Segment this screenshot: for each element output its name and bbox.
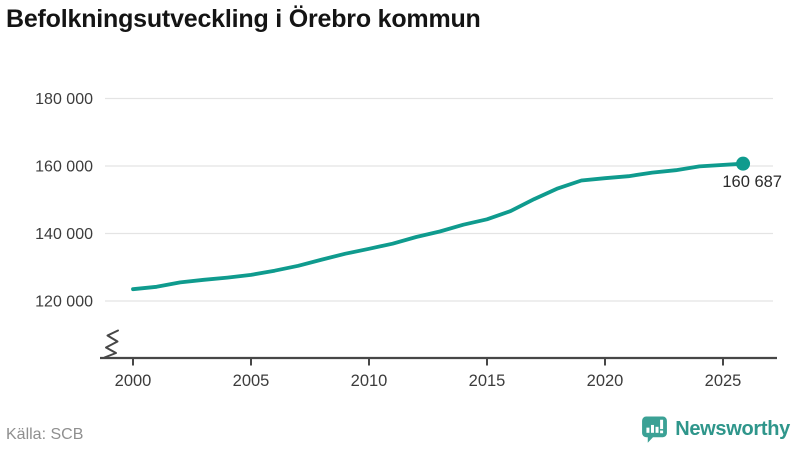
y-axis-tick-label: 140 000 [35,226,93,243]
x-axis-tick-label: 2000 [115,372,152,390]
population-series-line [131,161,745,292]
x-axis-tick-label: 2015 [469,372,506,390]
chart-title: Befolkningsutveckling i Örebro kommun [6,5,481,33]
source-note: Källa: SCB [6,426,84,443]
x-axis-tick-label: 2025 [705,372,742,390]
x-axis-tick-label: 2010 [351,372,388,390]
newsworthy-wordmark: Newsworthy [675,418,790,440]
y-axis-tick-label: 180 000 [35,91,93,108]
x-axis-tick-label: 2005 [233,372,270,390]
x-axis-tick-label: 2020 [587,372,624,390]
y-axis-tick-label: 160 000 [35,159,93,176]
latest-value-dot [736,156,751,171]
axis-break-icon [103,329,119,359]
bar-chart-glyph [646,419,664,434]
y-axis-tick-label: 120 000 [35,294,93,311]
latest-value-label: 160 687 [722,173,782,191]
newsworthy-bubble-chart-icon [642,416,668,443]
newsworthy-logo[interactable]: Newsworthy [641,415,790,444]
